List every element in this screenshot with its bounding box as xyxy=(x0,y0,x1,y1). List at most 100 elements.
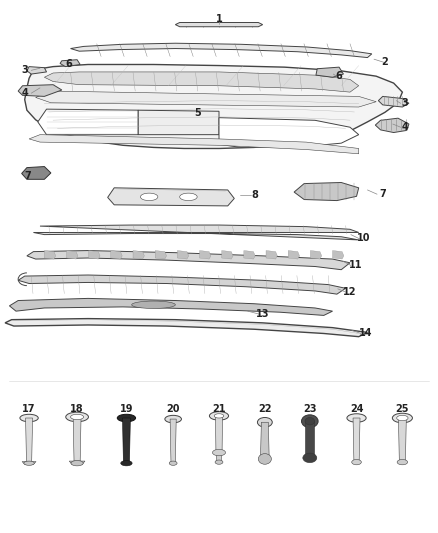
Ellipse shape xyxy=(66,412,88,422)
Polygon shape xyxy=(108,188,234,206)
Polygon shape xyxy=(311,251,321,259)
Ellipse shape xyxy=(352,459,361,465)
Ellipse shape xyxy=(20,414,38,422)
Polygon shape xyxy=(219,118,359,148)
Polygon shape xyxy=(35,91,376,107)
Polygon shape xyxy=(10,298,332,316)
Polygon shape xyxy=(375,118,409,133)
Polygon shape xyxy=(138,110,219,135)
Polygon shape xyxy=(25,418,32,462)
Ellipse shape xyxy=(24,461,34,465)
Ellipse shape xyxy=(305,417,314,425)
Polygon shape xyxy=(288,251,300,259)
Ellipse shape xyxy=(397,415,408,421)
Polygon shape xyxy=(177,251,189,259)
Ellipse shape xyxy=(258,454,272,464)
Polygon shape xyxy=(175,22,263,27)
Polygon shape xyxy=(378,96,409,107)
Text: 6: 6 xyxy=(336,71,343,81)
Ellipse shape xyxy=(117,414,136,422)
Polygon shape xyxy=(111,251,122,259)
Ellipse shape xyxy=(214,414,224,418)
Text: 4: 4 xyxy=(401,122,408,132)
Text: 25: 25 xyxy=(396,404,409,414)
Polygon shape xyxy=(316,67,343,77)
Text: 4: 4 xyxy=(21,88,28,98)
Text: 3: 3 xyxy=(401,98,408,108)
Text: 11: 11 xyxy=(349,261,362,270)
Ellipse shape xyxy=(132,301,175,309)
Polygon shape xyxy=(18,275,346,294)
Text: 21: 21 xyxy=(212,404,226,414)
Polygon shape xyxy=(332,251,344,259)
Ellipse shape xyxy=(392,413,413,423)
Text: 22: 22 xyxy=(258,404,272,414)
Polygon shape xyxy=(22,462,36,464)
Polygon shape xyxy=(27,251,350,270)
Polygon shape xyxy=(44,72,359,92)
Polygon shape xyxy=(33,225,359,240)
Polygon shape xyxy=(25,64,403,149)
Text: 17: 17 xyxy=(22,404,36,414)
Polygon shape xyxy=(29,135,359,154)
Polygon shape xyxy=(222,251,233,259)
Polygon shape xyxy=(244,251,255,259)
Text: 13: 13 xyxy=(256,309,269,319)
Text: 20: 20 xyxy=(166,404,180,414)
Polygon shape xyxy=(21,166,51,179)
Polygon shape xyxy=(60,60,80,67)
Ellipse shape xyxy=(71,461,83,466)
Polygon shape xyxy=(399,418,406,462)
Polygon shape xyxy=(155,251,166,259)
Text: 19: 19 xyxy=(120,404,133,414)
Polygon shape xyxy=(69,461,85,464)
Text: 5: 5 xyxy=(194,108,201,118)
Polygon shape xyxy=(5,319,367,337)
Ellipse shape xyxy=(169,461,177,465)
Polygon shape xyxy=(67,251,78,259)
Ellipse shape xyxy=(165,415,181,423)
Polygon shape xyxy=(200,251,211,259)
Polygon shape xyxy=(71,43,372,58)
Polygon shape xyxy=(44,251,56,259)
Polygon shape xyxy=(294,182,359,200)
Polygon shape xyxy=(73,418,81,462)
Text: 10: 10 xyxy=(357,233,371,244)
Text: 18: 18 xyxy=(70,404,84,414)
Ellipse shape xyxy=(258,417,272,427)
Polygon shape xyxy=(27,67,46,74)
Ellipse shape xyxy=(301,415,318,427)
Text: 7: 7 xyxy=(379,189,386,199)
Polygon shape xyxy=(133,251,145,259)
Text: 2: 2 xyxy=(381,57,389,67)
Polygon shape xyxy=(123,418,131,462)
Text: 14: 14 xyxy=(359,328,372,338)
Text: 24: 24 xyxy=(350,404,363,414)
Text: 8: 8 xyxy=(251,190,258,200)
Text: 23: 23 xyxy=(303,404,317,414)
Polygon shape xyxy=(353,418,360,462)
Ellipse shape xyxy=(347,414,366,422)
Text: 12: 12 xyxy=(343,287,357,297)
Polygon shape xyxy=(88,251,100,259)
Ellipse shape xyxy=(209,411,229,420)
Polygon shape xyxy=(170,419,176,462)
Polygon shape xyxy=(18,85,62,96)
Ellipse shape xyxy=(212,449,226,456)
Ellipse shape xyxy=(397,459,408,465)
Text: 3: 3 xyxy=(21,65,28,75)
Ellipse shape xyxy=(180,193,197,200)
Ellipse shape xyxy=(215,460,223,464)
Polygon shape xyxy=(266,251,277,259)
Polygon shape xyxy=(305,421,314,458)
Ellipse shape xyxy=(303,453,317,463)
Polygon shape xyxy=(215,416,223,454)
Ellipse shape xyxy=(121,461,132,466)
Text: 6: 6 xyxy=(65,60,72,69)
Text: 7: 7 xyxy=(25,171,31,181)
Text: 1: 1 xyxy=(215,14,223,24)
Polygon shape xyxy=(261,422,269,459)
Ellipse shape xyxy=(141,193,158,200)
Ellipse shape xyxy=(71,414,84,419)
Polygon shape xyxy=(38,109,138,135)
